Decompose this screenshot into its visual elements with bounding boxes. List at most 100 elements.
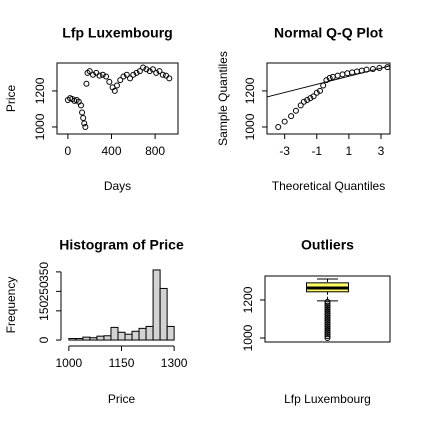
y-tick-label: 1000	[33, 113, 47, 140]
point	[133, 69, 140, 76]
outlier	[324, 300, 331, 307]
bar	[145, 325, 154, 341]
point	[320, 82, 327, 89]
outlier	[324, 312, 331, 319]
x-axis-label: Lfp Luxembourg	[284, 392, 371, 406]
point	[77, 102, 84, 109]
point	[326, 74, 333, 81]
point	[376, 65, 383, 72]
y-tick-label: 250	[37, 281, 51, 301]
point	[292, 107, 299, 114]
y-tick-label: 1200	[33, 77, 47, 104]
point	[316, 87, 323, 94]
outlier	[324, 315, 331, 322]
outlier	[324, 314, 331, 321]
outlier	[324, 310, 331, 317]
point	[297, 102, 304, 109]
outlier	[324, 331, 331, 338]
outlier	[324, 317, 331, 324]
point	[334, 72, 341, 79]
point	[153, 69, 160, 76]
panel-title: Outliers	[301, 237, 354, 253]
point	[120, 73, 127, 80]
x-tick-label: 400	[101, 144, 121, 158]
outlier	[324, 304, 331, 311]
y-tick-label: 150	[37, 301, 51, 321]
outlier	[324, 306, 331, 313]
point	[166, 75, 173, 82]
y-tick-label: 0	[37, 336, 51, 343]
x-tick-label: -3	[279, 144, 290, 158]
bar	[75, 337, 84, 341]
point	[136, 68, 143, 75]
bar	[89, 337, 98, 341]
bar	[103, 335, 112, 341]
bar	[152, 269, 161, 341]
x-tick-label: 0	[65, 144, 72, 158]
point	[86, 68, 93, 75]
panel-title: Histogram of Price	[59, 237, 184, 253]
point	[106, 78, 113, 85]
x-tick-label: -1	[311, 144, 322, 158]
point	[313, 89, 320, 96]
point	[146, 68, 153, 75]
point	[288, 113, 295, 120]
outlier	[324, 321, 331, 328]
point	[156, 68, 163, 75]
plot-box	[266, 62, 391, 135]
point	[281, 118, 288, 125]
panel-title: Normal Q-Q Plot	[274, 25, 383, 41]
point	[96, 72, 103, 79]
outlier	[324, 335, 331, 342]
bar	[124, 333, 133, 341]
point	[143, 66, 150, 73]
outlier	[324, 325, 331, 332]
y-tick-label: 1200	[241, 286, 255, 313]
bar	[110, 326, 119, 341]
point	[159, 71, 166, 78]
y-tick-label: 1000	[243, 113, 257, 140]
panel-title: Lfp Luxembourg	[62, 25, 172, 41]
point	[349, 69, 356, 76]
point	[384, 64, 391, 71]
outlier	[324, 298, 331, 305]
bar	[131, 330, 140, 341]
point	[300, 98, 307, 105]
point	[163, 72, 170, 79]
y-axis-label: Sample Quantiles	[216, 51, 230, 146]
x-axis-label: Price	[108, 392, 136, 406]
point	[113, 82, 120, 89]
x-axis-label: Days	[104, 179, 131, 193]
bar	[138, 327, 147, 341]
bar	[96, 335, 105, 341]
x-tick-label: 1	[346, 144, 353, 158]
outlier	[324, 327, 331, 334]
point	[369, 65, 376, 72]
outlier	[324, 333, 331, 340]
point	[99, 71, 106, 78]
point	[80, 114, 87, 121]
point	[275, 123, 282, 130]
bar	[159, 287, 168, 341]
outlier	[324, 319, 331, 326]
point	[111, 87, 118, 94]
point	[149, 66, 156, 73]
outlier	[324, 302, 331, 309]
y-tick-label: 350	[37, 262, 51, 282]
point	[79, 109, 86, 116]
bar	[82, 336, 91, 341]
x-tick-label: 3	[378, 144, 385, 158]
y-axis-label: Frequency	[4, 277, 18, 334]
point	[127, 75, 134, 82]
point	[353, 68, 360, 75]
bar	[117, 331, 126, 341]
point	[123, 71, 130, 78]
bar	[166, 325, 175, 341]
point	[339, 71, 346, 78]
point	[103, 73, 110, 80]
point	[81, 120, 88, 127]
x-tick-label: 1150	[109, 356, 135, 370]
x-tick-label: 1000	[56, 356, 83, 370]
point	[358, 67, 365, 74]
